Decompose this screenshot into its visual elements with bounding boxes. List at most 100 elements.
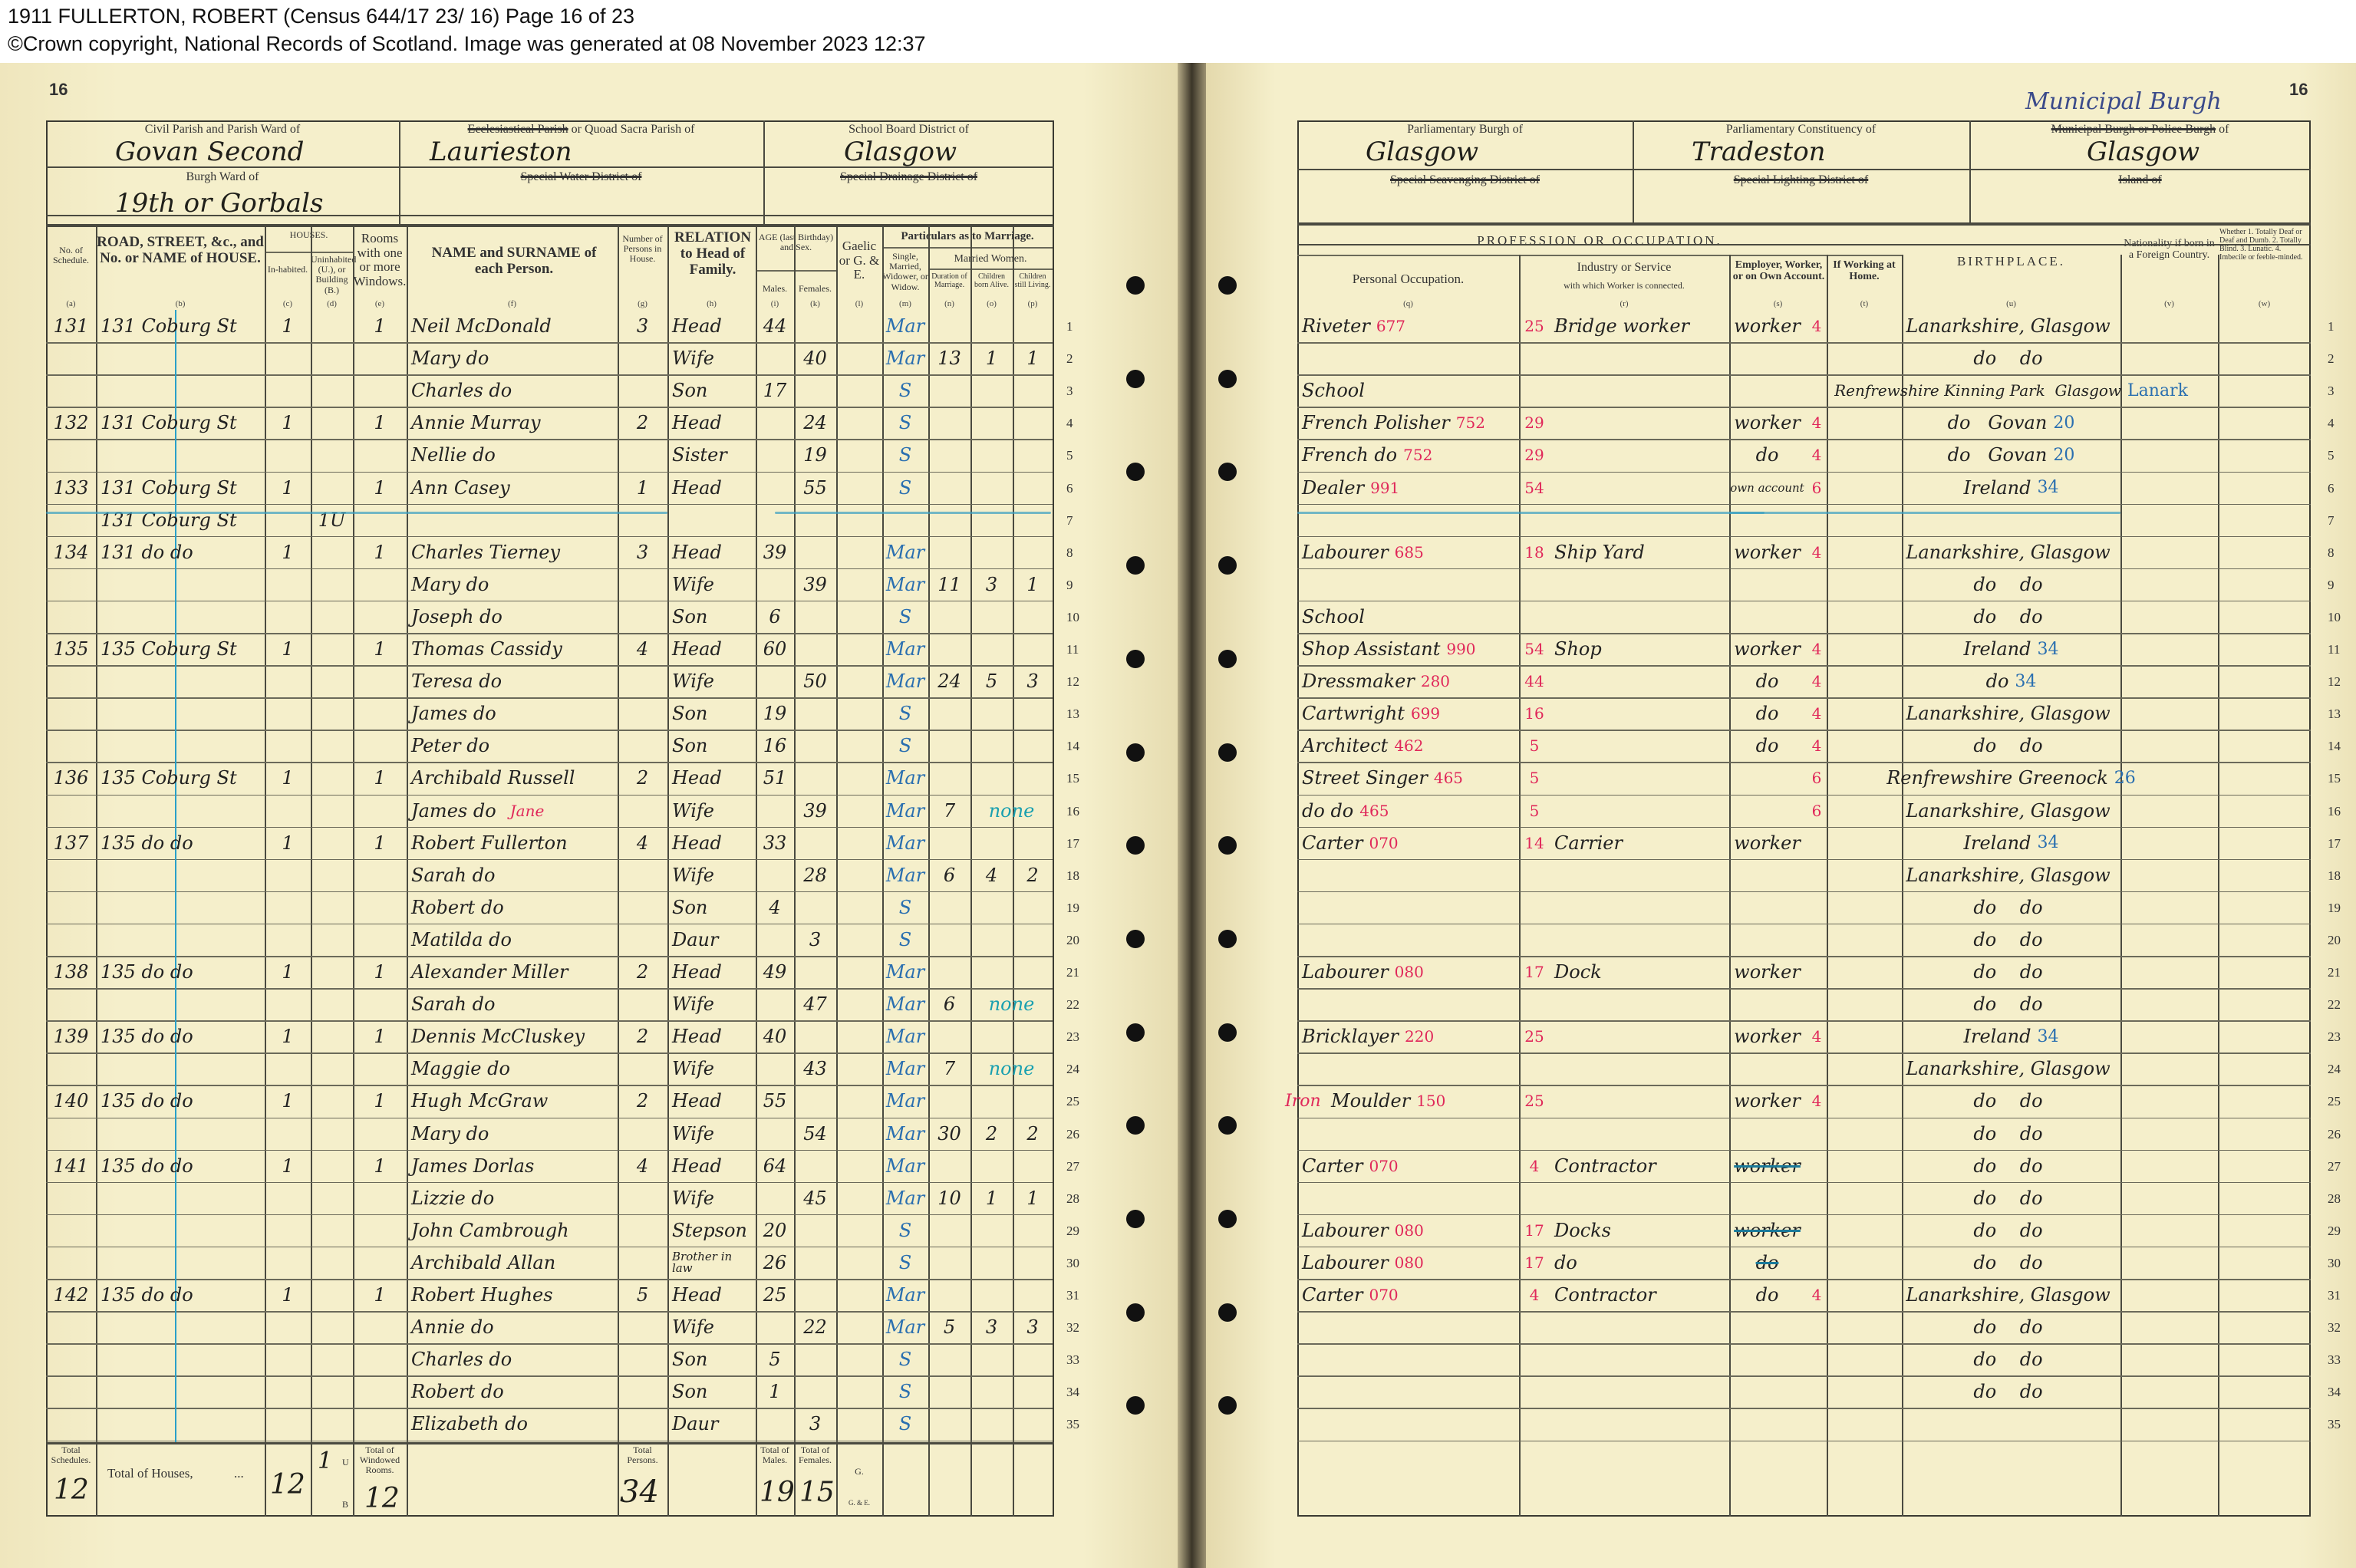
column-rule — [618, 226, 619, 1444]
cell-schedule: 131 — [53, 315, 89, 338]
cell-gaelic — [836, 407, 882, 439]
cell-employer — [1729, 1375, 1805, 1408]
industry-code: 16 — [1524, 704, 1544, 723]
column-letter: (a) — [66, 299, 76, 308]
cell-inhabited — [265, 1375, 311, 1408]
cell-duration — [928, 633, 970, 665]
cell-employer: worker — [1734, 1219, 1801, 1241]
row-rule — [46, 535, 1053, 538]
row-number: 28 — [1066, 1191, 1079, 1206]
cell-inhabited: 1 — [282, 1284, 294, 1306]
cell-male: 4 — [769, 896, 781, 918]
cell-persons: 3 — [636, 315, 649, 338]
cell-relation: Daur — [672, 1413, 719, 1435]
occupation-code: 685 — [1394, 542, 1424, 562]
cell-birthplace: do do — [1973, 1090, 2043, 1112]
cell-birthplace — [1902, 1408, 2120, 1440]
cell-industry — [1550, 1408, 1729, 1440]
cell-name: Robert do — [411, 896, 504, 918]
cell-duration — [928, 1085, 970, 1117]
cell-rooms — [353, 924, 407, 956]
cell-inhabited: 1 — [282, 476, 294, 499]
cell-employer: worker — [1734, 961, 1801, 983]
cell-occupation: Cartwright 699 — [1302, 703, 1441, 725]
cell-inhabited: 1 — [282, 961, 294, 983]
parl-burgh-label: Parliamentary Burgh of — [1407, 123, 1523, 136]
row-number: 30 — [1066, 1255, 1079, 1270]
occupation-code: 070 — [1369, 833, 1399, 852]
cell-rooms — [353, 730, 407, 762]
cell-living — [1013, 1343, 1053, 1375]
column-letter: (h) — [707, 299, 717, 308]
cell-schedule: 142 — [53, 1284, 89, 1306]
column-rule — [407, 226, 408, 1444]
cell-gaelic — [836, 472, 882, 504]
cell-birthplace: Ireland 34 — [1963, 832, 2059, 854]
cell-rooms: 1 — [374, 1284, 386, 1306]
row-number: 22 — [1066, 997, 1079, 1013]
cell-road: 135 do do — [101, 1026, 193, 1048]
cell-schedule: 136 — [53, 767, 89, 789]
cell-industry — [1550, 1052, 1729, 1085]
cell-living: 3 — [1026, 1316, 1039, 1339]
cell-duration: 30 — [937, 1122, 961, 1145]
binding-hole — [1218, 556, 1237, 575]
column-rule — [1729, 255, 1731, 1517]
occupation-code: 080 — [1394, 963, 1424, 982]
cell-schedule — [46, 859, 96, 891]
col-females-header: Females. — [799, 283, 832, 294]
cell-condition: S — [898, 928, 912, 950]
cell-persons: 2 — [636, 412, 649, 434]
cell-employer: do — [1755, 1284, 1779, 1306]
row-number: 9 — [2328, 577, 2335, 592]
row-rule — [46, 1440, 1053, 1441]
total-houses-dots: ... — [234, 1466, 244, 1481]
cell-working-at-home — [1827, 342, 1902, 374]
cell-female — [794, 762, 836, 794]
cell-infirmity — [2218, 1118, 2311, 1150]
cell-relation: Daur — [672, 928, 719, 950]
cell-employer: worker — [1734, 1090, 1801, 1112]
cell-employer: worker — [1734, 315, 1801, 338]
cell-rooms — [353, 665, 407, 697]
cell-living — [1013, 472, 1053, 504]
row-number: 4 — [2328, 416, 2335, 431]
cell-road: 131 Coburg St — [101, 315, 237, 338]
cell-birthplace: do do — [1973, 735, 2043, 757]
column-letter: (t) — [1860, 299, 1869, 308]
cell-relation: Head — [672, 476, 722, 499]
row-number: 10 — [2328, 609, 2341, 624]
cell-rooms — [353, 1214, 407, 1247]
cell-female — [794, 1247, 836, 1279]
cell-female: 54 — [803, 1122, 827, 1145]
totals-column-rule — [882, 1444, 884, 1517]
constituency-value: Tradeston — [1692, 137, 1826, 167]
cell-birthplace: Lanarkshire, Glasgow — [1906, 541, 2111, 563]
cell-infirmity — [2218, 504, 2311, 536]
cell-living — [1013, 407, 1053, 439]
cell-working-at-home — [1827, 1052, 1902, 1085]
cell-schedule — [46, 342, 96, 374]
cell-inhabited — [265, 795, 311, 827]
row-rule — [46, 697, 1053, 699]
cell-male — [756, 439, 794, 471]
cell-employer: do — [1755, 444, 1779, 466]
cell-inhabited — [265, 1118, 311, 1150]
cell-industry — [1550, 859, 1729, 891]
row-rule — [46, 956, 1053, 957]
cell-working-at-home — [1827, 1311, 1902, 1343]
employer-code — [1807, 956, 1827, 988]
cell-rooms: 1 — [374, 412, 386, 434]
cell-birthplace: Ireland 34 — [1963, 1026, 2059, 1048]
row-rule — [46, 1246, 1053, 1248]
cell-duration — [928, 1375, 970, 1408]
cell-industry — [1550, 439, 1729, 471]
cell-road — [96, 924, 265, 956]
cell-uninhabited — [311, 697, 353, 730]
cell-birthplace: do do — [1973, 573, 2043, 595]
cell-employer: worker — [1734, 638, 1801, 660]
cell-duration — [928, 1020, 970, 1052]
cell-employer — [1729, 762, 1805, 794]
cell-employer — [1729, 891, 1805, 924]
binding-hole — [1126, 1396, 1145, 1415]
